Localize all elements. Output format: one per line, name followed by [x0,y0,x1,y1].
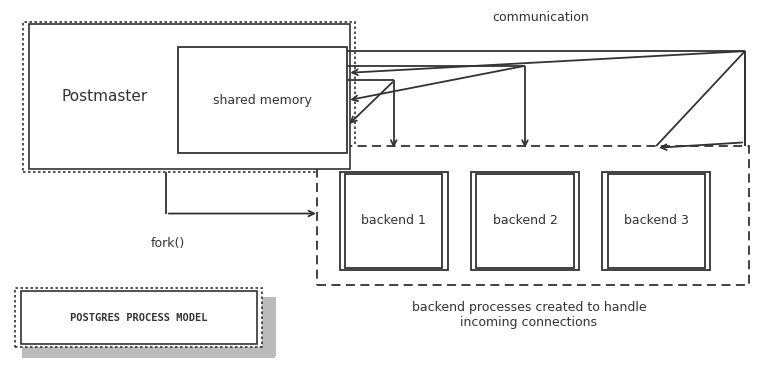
Text: shared memory: shared memory [213,94,312,107]
Bar [345,174,442,268]
Bar [22,347,275,358]
Bar [262,297,276,356]
Text: backend processes created to handle
incoming connections: backend processes created to handle inco… [411,301,646,329]
Bar [476,174,574,268]
Bar [178,47,347,153]
Text: Postmaster: Postmaster [62,89,148,104]
Text: backend 3: backend 3 [624,214,689,227]
Text: fork(): fork() [151,237,185,250]
Text: backend 1: backend 1 [361,214,426,227]
Text: backend 2: backend 2 [493,214,557,227]
Bar [340,172,448,270]
Bar [29,24,350,169]
Text: communication: communication [492,11,589,24]
Bar [317,146,749,285]
Bar [602,172,710,270]
Text: POSTGRES PROCESS MODEL: POSTGRES PROCESS MODEL [70,312,208,323]
Bar [21,291,257,344]
Bar [471,172,579,270]
Bar [15,288,262,347]
Bar [23,22,355,172]
Bar [608,174,705,268]
